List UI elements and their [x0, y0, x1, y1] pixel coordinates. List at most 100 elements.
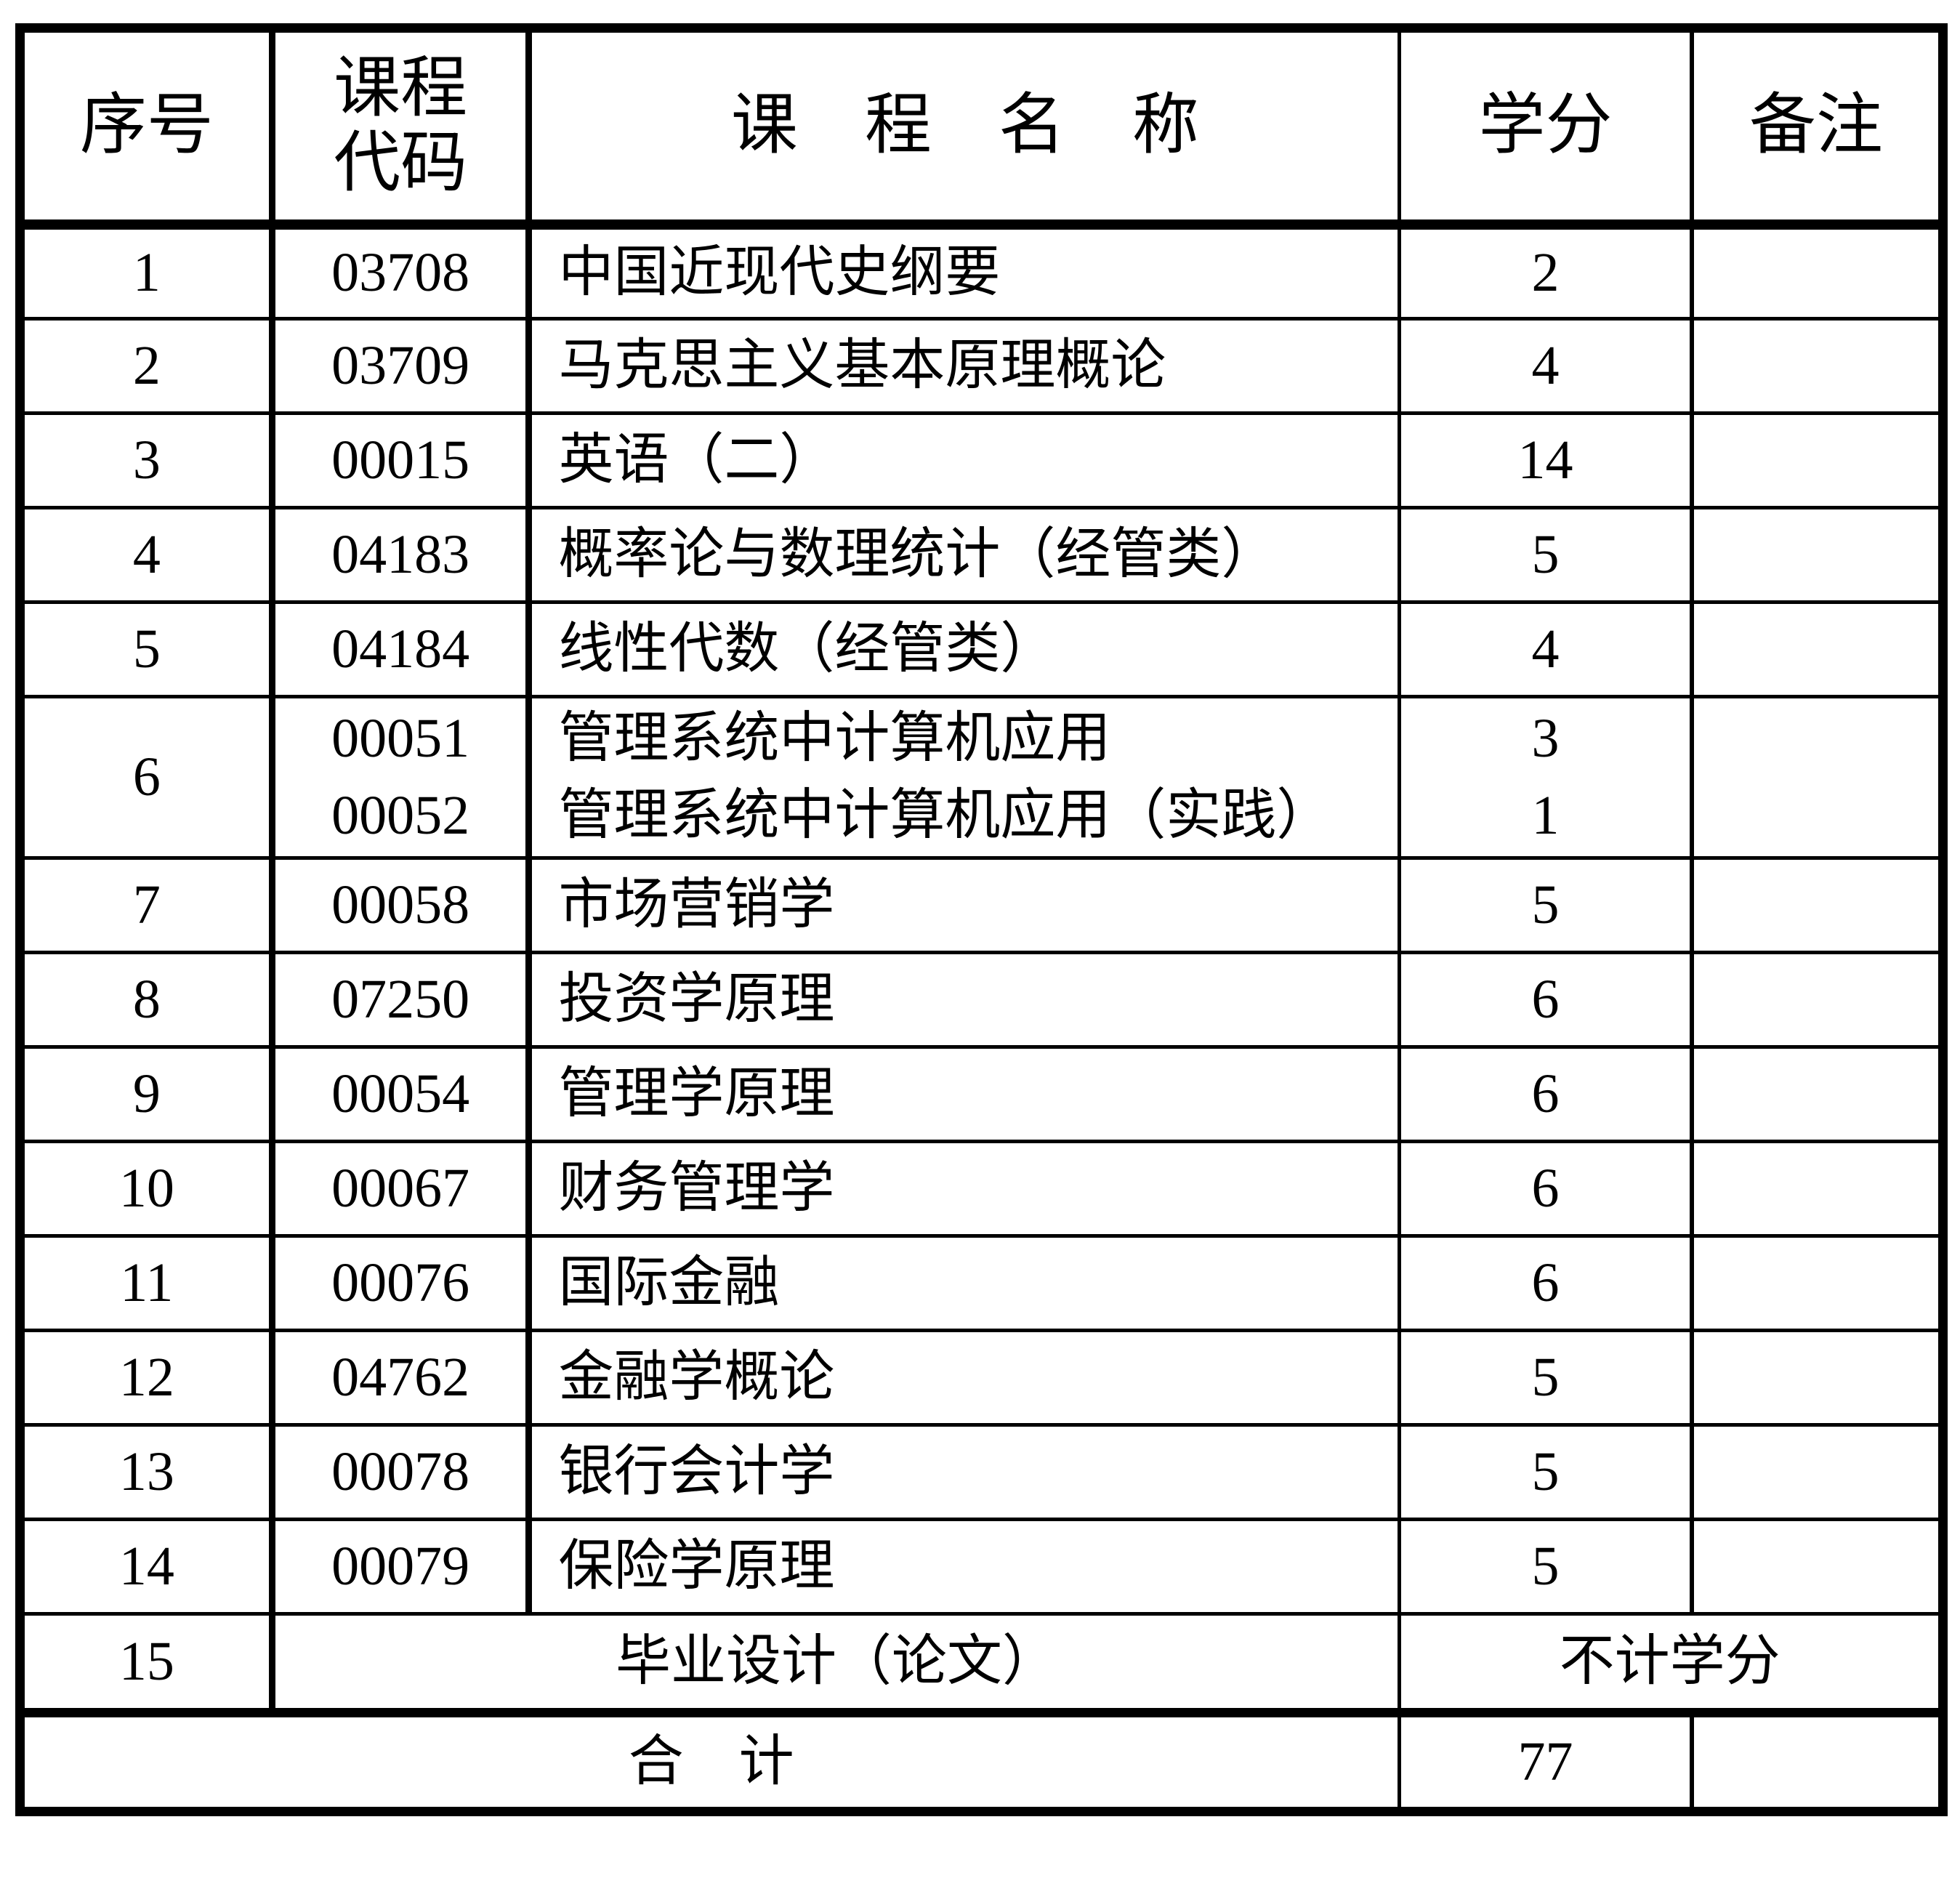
- total-credit-cell: 77: [1398, 1708, 1694, 1813]
- course-code-cell: 00079: [270, 1518, 533, 1616]
- remark-cell: [1690, 317, 1945, 415]
- course-name-cell: 金融学概论: [527, 1329, 1401, 1427]
- course-code-cell: 00067: [270, 1140, 533, 1238]
- thesis-credit-note-cell: 不计学分: [1398, 1612, 1945, 1717]
- table-row: 12 04762 金融学概论 5: [18, 1329, 1945, 1427]
- column-header-course-code: 课程 代码: [270, 26, 533, 230]
- table-row: 10 00067 财务管理学 6: [18, 1140, 1945, 1238]
- table-row: 2 03709 马克思主义基本原理概论 4: [18, 317, 1945, 415]
- remark-cell: [1690, 1045, 1945, 1143]
- course-name-cell: 管理学原理: [527, 1045, 1401, 1143]
- course-name-cell: 银行会计学: [527, 1423, 1401, 1521]
- remark-cell: [1690, 1423, 1945, 1521]
- column-header-index: 序号: [18, 26, 275, 230]
- remark-cell: [1690, 1329, 1945, 1427]
- table-row: 5 04184 线性代数（经管类） 4: [18, 600, 1945, 698]
- table-row: 14 00079 保险学原理 5: [18, 1518, 1945, 1616]
- header-row: 序号 课程 代码 课 程 名 称 学分 备注: [18, 26, 1945, 230]
- credit-cell: 2: [1398, 222, 1694, 321]
- remark-cell: [1690, 1708, 1945, 1813]
- course-code-cell: 04183: [270, 506, 533, 604]
- course-name-cell: 马克思主义基本原理概论: [527, 317, 1401, 415]
- row-number-cell: 10: [18, 1140, 275, 1238]
- course-name-cell: 投资学原理: [527, 951, 1401, 1049]
- remark-cell: [1690, 1234, 1945, 1332]
- credit-cell: 4: [1398, 317, 1694, 415]
- course-code-header-line2: 代码: [334, 126, 468, 201]
- course-code-cell: 00051 00052: [270, 695, 533, 860]
- row-number-cell: 13: [18, 1423, 275, 1521]
- course-code-cell: 00078: [270, 1423, 533, 1521]
- table-row: 4 04183 概率论与数理统计（经管类） 5: [18, 506, 1945, 604]
- course-code-cell: 04184: [270, 600, 533, 698]
- total-row: 合 计 77: [17, 1708, 1945, 1813]
- course-name-cell: 线性代数（经管类）: [527, 600, 1401, 698]
- row-number-cell: 1: [18, 222, 275, 321]
- course-name-line: 管理系统中计算机应用（实践）: [558, 784, 1332, 846]
- row-number-cell: 9: [18, 1045, 275, 1143]
- course-plan-table: 序号 课程 代码 课 程 名 称 学分 备注 1 03708 中国近现代史纲要 …: [15, 23, 1948, 1816]
- remark-cell: [1690, 1518, 1945, 1616]
- course-name-cell: 国际金融: [527, 1234, 1401, 1332]
- thesis-row: 15 毕业设计（论文） 不计学分: [18, 1612, 1945, 1717]
- remark-cell: [1690, 506, 1945, 604]
- table-row: 11 00076 国际金融 6: [18, 1234, 1945, 1332]
- row-number-cell: 14: [18, 1518, 275, 1616]
- remark-cell: [1690, 600, 1945, 698]
- row-number-cell: 4: [18, 506, 275, 604]
- course-code-line: 00052: [331, 784, 470, 846]
- table-row: 8 07250 投资学原理 6: [18, 951, 1945, 1049]
- row-number-cell: 5: [18, 600, 275, 698]
- course-code-cell: 03709: [270, 317, 533, 415]
- course-name-cell: 英语（二）: [527, 411, 1401, 509]
- credit-cell: 3 1: [1398, 695, 1694, 860]
- table-row: 7 00058 市场营销学 5: [18, 856, 1945, 954]
- course-code-cell: 07250: [270, 951, 533, 1049]
- remark-cell: [1690, 856, 1945, 954]
- credit-cell: 4: [1398, 600, 1694, 698]
- column-header-credit: 学分: [1398, 26, 1694, 230]
- row-number-cell: 8: [18, 951, 275, 1049]
- table-row: 13 00078 银行会计学 5: [18, 1423, 1945, 1521]
- row-number-cell: 7: [18, 856, 275, 954]
- credit-cell: 6: [1398, 1140, 1694, 1238]
- credit-cell: 6: [1398, 1045, 1694, 1143]
- remark-cell: [1690, 951, 1945, 1049]
- remark-cell: [1690, 1140, 1945, 1238]
- credit-cell: 5: [1398, 1518, 1694, 1616]
- column-header-remark: 备注: [1690, 26, 1945, 230]
- credit-cell: 6: [1398, 1234, 1694, 1332]
- table-row: 1 03708 中国近现代史纲要 2: [18, 222, 1945, 321]
- course-name-cell: 市场营销学: [527, 856, 1401, 954]
- credit-cell: 5: [1398, 506, 1694, 604]
- course-code-line: 00051: [331, 707, 470, 769]
- course-code-cell: 00058: [270, 856, 533, 954]
- course-code-cell: 00054: [270, 1045, 533, 1143]
- table-row: 9 00054 管理学原理 6: [18, 1045, 1945, 1143]
- row-number-cell: 6: [18, 695, 275, 860]
- course-code-cell: 00015: [270, 411, 533, 509]
- remark-cell: [1690, 695, 1945, 860]
- row-number-cell: 3: [18, 411, 275, 509]
- course-code-cell: 04762: [270, 1329, 533, 1427]
- course-name-cell: 管理系统中计算机应用 管理系统中计算机应用（实践）: [527, 695, 1401, 860]
- course-code-cell: 03708: [270, 222, 533, 321]
- credit-cell: 14: [1398, 411, 1694, 509]
- row-number-cell: 11: [18, 1234, 275, 1332]
- course-name-cell: 保险学原理: [527, 1518, 1401, 1616]
- row-number-cell: 12: [18, 1329, 275, 1427]
- credit-cell: 5: [1398, 856, 1694, 954]
- remark-cell: [1690, 222, 1945, 321]
- course-name-cell: 财务管理学: [527, 1140, 1401, 1238]
- course-name-line: 管理系统中计算机应用: [558, 707, 1111, 769]
- credit-line: 1: [1531, 784, 1560, 846]
- course-name-cell: 概率论与数理统计（经管类）: [527, 506, 1401, 604]
- table-row-double: 6 00051 00052 管理系统中计算机应用 管理系统中计算机应用（实践）: [18, 695, 1945, 860]
- course-code-header-line1: 课程: [334, 51, 468, 126]
- row-number-cell: 15: [18, 1612, 275, 1717]
- credit-cell: 5: [1398, 1329, 1694, 1427]
- credit-cell: 5: [1398, 1423, 1694, 1521]
- total-label-cell: 合 计: [17, 1708, 1401, 1813]
- credit-cell: 6: [1398, 951, 1694, 1049]
